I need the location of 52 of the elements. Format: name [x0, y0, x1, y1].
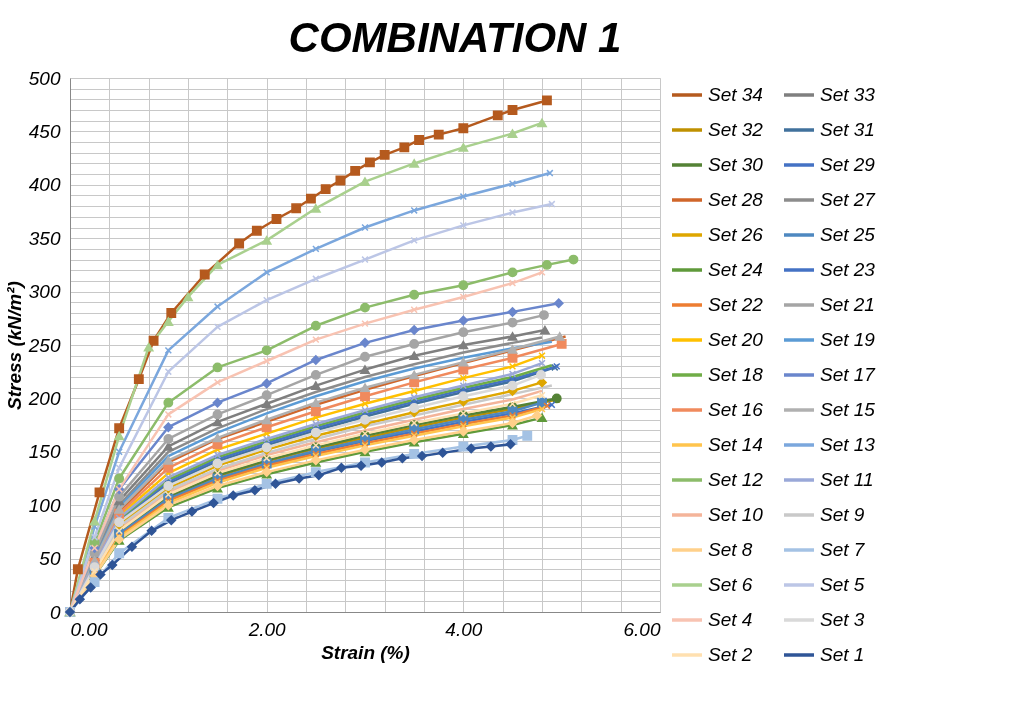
y-tick-label: 250: [27, 334, 61, 356]
legend-label: Set 8: [708, 539, 753, 560]
legend-label: Set 21: [820, 294, 875, 315]
chart-title: COMBINATION 1: [288, 14, 622, 61]
legend-label: Set 15: [820, 399, 876, 420]
legend-label: Set 18: [708, 364, 764, 385]
legend-label: Set 24: [708, 259, 763, 280]
legend-label: Set 9: [820, 504, 865, 525]
legend-label: Set 17: [820, 364, 877, 385]
y-tick-label: 300: [28, 281, 61, 303]
x-tick-label: 0.00: [70, 618, 108, 640]
y-tick-label: 350: [28, 227, 61, 249]
legend-label: Set 29: [820, 154, 876, 175]
legend-label: Set 22: [708, 294, 764, 315]
legend-label: Set 23: [820, 259, 876, 280]
legend-label: Set 11: [820, 469, 874, 490]
y-tick-label: 450: [28, 120, 61, 142]
legend-label: Set 4: [708, 609, 753, 630]
legend-label: Set 32: [708, 119, 764, 140]
legend-label: Set 27: [820, 189, 877, 210]
legend-label: Set 13: [820, 434, 876, 455]
y-tick-label: 400: [28, 174, 61, 196]
legend-label: Set 10: [708, 504, 764, 525]
legend-label: Set 28: [708, 189, 764, 210]
legend-label: Set 7: [820, 539, 866, 560]
y-tick-label: 50: [39, 548, 61, 570]
y-tick-label: 500: [28, 67, 61, 89]
y-axis-title: Stress (kN/m²): [3, 281, 25, 410]
x-tick-label: 4.00: [445, 618, 483, 640]
y-tick-label: 0: [49, 601, 61, 623]
legend-label: Set 25: [820, 224, 876, 245]
legend-label: Set 20: [708, 329, 764, 350]
y-tick-label: 100: [28, 494, 61, 516]
x-axis-title: Strain (%): [321, 641, 410, 663]
x-tick-label: 2.00: [247, 618, 287, 640]
legend-label: Set 16: [708, 399, 764, 420]
legend-label: Set 2: [708, 644, 753, 665]
legend-label: Set 6: [708, 574, 753, 595]
legend-label: Set 12: [708, 469, 764, 490]
legend-label: Set 1: [820, 644, 865, 665]
y-tick-label: 150: [28, 441, 61, 463]
legend-label: Set 14: [708, 434, 763, 455]
legend-label: Set 33: [820, 84, 876, 105]
y-tick-label: 200: [27, 387, 61, 409]
legend-label: Set 3: [820, 609, 865, 630]
legend-label: Set 5: [820, 574, 865, 595]
legend-label: Set 19: [820, 329, 876, 350]
legend-label: Set 31: [820, 119, 875, 140]
legend-label: Set 26: [708, 224, 764, 245]
x-tick-label: 6.00: [623, 618, 661, 640]
legend-label: Set 34: [708, 84, 763, 105]
legend-label: Set 30: [708, 154, 764, 175]
